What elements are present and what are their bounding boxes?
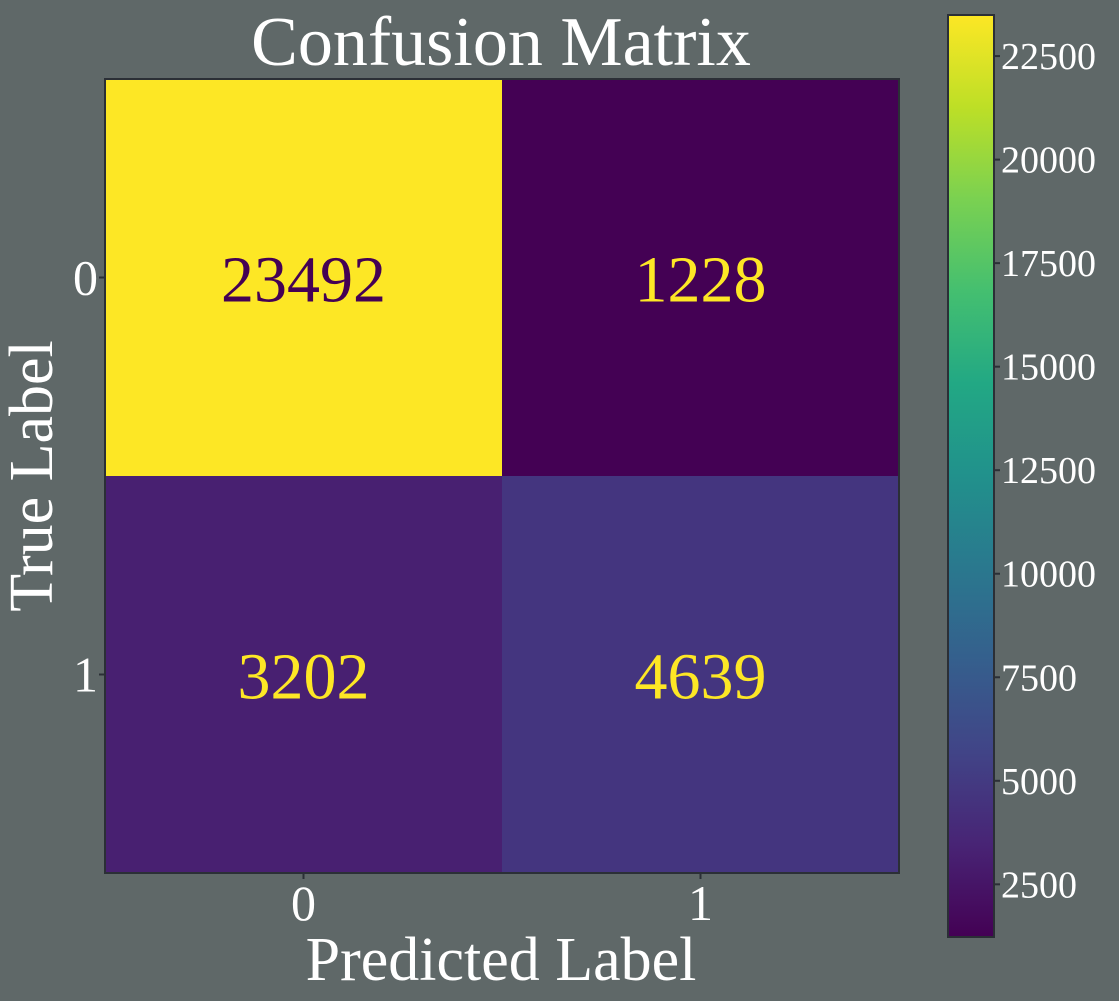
heatmap-cell-1-0 bbox=[105, 476, 502, 873]
colorbar-tick-label: 17500 bbox=[1001, 243, 1096, 285]
heatmap-cells bbox=[105, 79, 899, 873]
y-tick-label: 0 bbox=[73, 250, 98, 306]
heatmap-cell-1-1 bbox=[502, 476, 899, 873]
cell-label-0-1: 1228 bbox=[635, 244, 767, 317]
y-axis-ticks: 01 bbox=[73, 250, 105, 703]
colorbar-tick-label: 15000 bbox=[1001, 347, 1096, 389]
colorbar-tick-label: 22500 bbox=[1001, 36, 1096, 78]
colorbar-ticks: 2500 5000 7500 10000 12500 15000 17500 20000 225… bbox=[994, 36, 1096, 906]
cell-label-0-0: 23492 bbox=[221, 244, 386, 317]
y-tick-label: 1 bbox=[73, 647, 98, 703]
x-tick-label: 1 bbox=[688, 875, 713, 931]
heatmap-cell-0-1 bbox=[502, 79, 899, 476]
x-axis-label: Predicted Label bbox=[306, 926, 697, 994]
x-tick-label: 0 bbox=[291, 875, 316, 931]
chart-title: Confusion Matrix bbox=[251, 4, 751, 81]
colorbar-tick-label: 2500 bbox=[1001, 864, 1077, 906]
heatmap-cell-0-0 bbox=[105, 79, 502, 476]
colorbar bbox=[947, 14, 995, 938]
colorbar-tick-label: 5000 bbox=[1001, 761, 1077, 803]
colorbar-tick-label: 12500 bbox=[1001, 450, 1096, 492]
y-axis-label: True Label bbox=[0, 340, 66, 612]
colorbar-tick-label: 20000 bbox=[1001, 140, 1096, 182]
colorbar-tick-label: 10000 bbox=[1001, 554, 1096, 596]
plot-frame bbox=[104, 78, 900, 874]
heatmap-cell-labels: 23492 1228 3202 4639 bbox=[221, 244, 767, 714]
cell-label-1-0: 3202 bbox=[238, 641, 370, 714]
cell-label-1-1: 4639 bbox=[635, 641, 767, 714]
colorbar-tick-label: 7500 bbox=[1001, 657, 1077, 699]
